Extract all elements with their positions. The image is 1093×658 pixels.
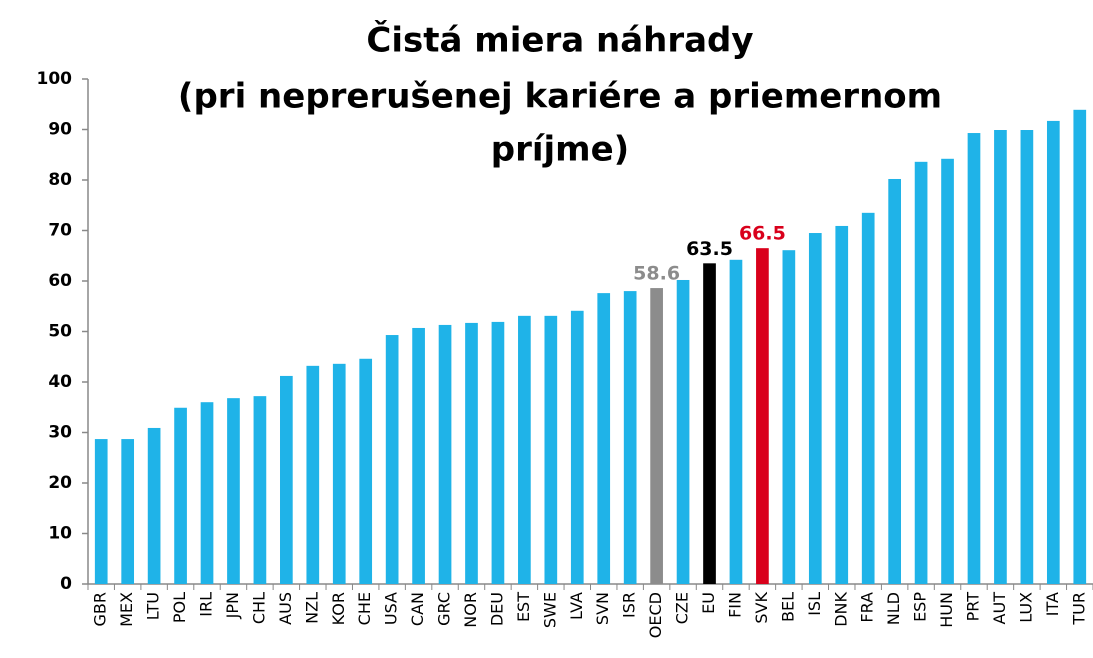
x-tick-label: CHL (249, 592, 268, 624)
x-tick-label: LTU (144, 592, 163, 620)
bar (729, 259, 743, 584)
bar (888, 178, 901, 585)
x-tick-label: LVA (567, 592, 586, 620)
data-label: 63.5 (686, 238, 733, 260)
chart-title: príjme) (491, 130, 629, 170)
x-tick-label: ITA (1043, 592, 1062, 616)
x-tick-label: FRA (858, 592, 877, 623)
data-label: 66.5 (739, 223, 786, 245)
x-tick-label: SVK (752, 591, 771, 623)
x-tick-label: LUX (1016, 592, 1035, 623)
bar (121, 439, 135, 584)
bar (703, 263, 716, 584)
bar (94, 439, 108, 584)
y-tick-label: 70 (48, 221, 72, 241)
y-tick-label: 20 (48, 473, 72, 493)
bar (967, 133, 981, 584)
y-tick-label: 100 (37, 69, 73, 89)
bar (174, 407, 187, 584)
y-tick-label: 90 (48, 120, 72, 140)
bar (359, 358, 373, 584)
bar (332, 363, 346, 584)
x-tick-label: ESP (911, 592, 930, 622)
bar (306, 365, 320, 584)
bar (1020, 130, 1034, 584)
x-tick-label: BEL (778, 592, 797, 622)
x-tick-label: ISR (620, 592, 639, 618)
x-tick-label: TUR (1069, 592, 1088, 626)
x-tick-label: KOR (329, 592, 348, 625)
bar (147, 427, 161, 584)
bar (623, 291, 637, 584)
x-tick-label: CAN (408, 592, 427, 626)
x-tick-label: SVN (593, 592, 612, 625)
bar (782, 250, 796, 584)
x-tick-label: USA (382, 592, 401, 625)
x-tick-label: NLD (884, 592, 903, 625)
bar (597, 293, 611, 584)
x-tick-label: FIN (725, 592, 744, 618)
x-tick-label: EST (514, 592, 533, 622)
bar (385, 335, 399, 584)
x-tick-label: AUS (276, 592, 295, 625)
x-tick-label: IRL (197, 592, 216, 617)
bar (518, 315, 531, 584)
x-tick-label: CZE (673, 592, 692, 624)
bar (227, 398, 240, 584)
bar (650, 288, 663, 584)
x-tick-label: OECD (646, 592, 665, 638)
x-tick-label: AUT (990, 592, 1009, 625)
bar (835, 225, 849, 584)
data-label: 58.6 (633, 263, 680, 285)
x-tick-label: JPN (223, 592, 242, 619)
x-tick-label: DEU (487, 592, 506, 626)
x-tick-label: EU (699, 592, 718, 614)
y-tick-label: 50 (48, 322, 72, 342)
bar (914, 161, 928, 584)
x-tick-label: MEX (117, 592, 136, 627)
bar (491, 321, 505, 584)
bar (570, 310, 584, 584)
x-tick-label: NZL (302, 592, 321, 624)
x-tick-label: NOR (461, 592, 480, 628)
x-tick-label: ISL (805, 592, 824, 616)
x-tick-label: GRC (435, 592, 454, 626)
y-tick-label: 40 (48, 372, 72, 392)
bar (1046, 120, 1060, 584)
bar (941, 158, 954, 585)
y-tick-label: 60 (48, 271, 72, 291)
bar (1073, 109, 1087, 585)
chart-title: Čistá miera náhrady (366, 20, 753, 61)
y-tick-label: 80 (48, 170, 72, 190)
bar (756, 248, 769, 585)
bar (200, 402, 214, 584)
chart-title: (pri neprerušenej kariére a priemernom (178, 77, 942, 117)
bar (438, 324, 452, 584)
y-tick-label: 0 (60, 574, 72, 594)
bar (280, 375, 293, 584)
bar (861, 212, 875, 584)
bar (544, 315, 558, 584)
x-tick-label: SWE (540, 592, 559, 628)
x-tick-label: CHE (355, 592, 374, 625)
bar (808, 233, 822, 584)
x-tick-label: DNK (831, 591, 850, 626)
bar (253, 396, 267, 584)
x-tick-label: HUN (937, 592, 956, 628)
bar (465, 322, 478, 584)
x-tick-label: POL (170, 592, 189, 623)
bar (412, 327, 425, 584)
bar (994, 130, 1007, 584)
bar (676, 279, 690, 584)
x-tick-label: GBR (91, 592, 110, 627)
y-tick-label: 10 (48, 524, 72, 544)
y-tick-label: 30 (48, 423, 72, 443)
x-tick-label: PRT (963, 592, 982, 622)
